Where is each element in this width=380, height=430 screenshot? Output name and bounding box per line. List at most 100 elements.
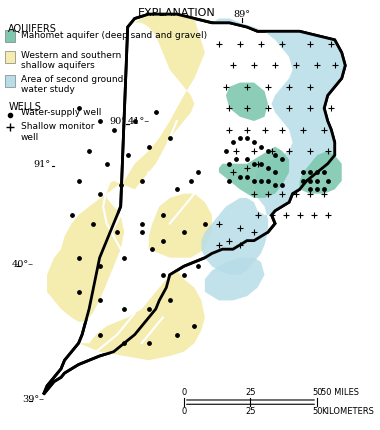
Point: [76, 289, 82, 295]
Text: Western and southern
shallow aquifers: Western and southern shallow aquifers: [21, 51, 121, 71]
Text: Water-supply well: Water-supply well: [21, 108, 101, 117]
Point: [146, 340, 152, 347]
Point: [328, 41, 334, 48]
Point: [272, 169, 278, 176]
Point: [283, 212, 289, 218]
Point: [307, 186, 313, 193]
Point: [230, 62, 236, 69]
Point: [76, 105, 82, 112]
Text: 41°–: 41°–: [128, 117, 150, 126]
Point: [121, 306, 127, 313]
Point: [293, 190, 299, 197]
Point: [97, 190, 103, 197]
Point: [230, 169, 236, 176]
Point: [139, 220, 145, 227]
Point: [265, 178, 271, 184]
Point: [90, 220, 96, 227]
Point: [286, 105, 292, 112]
Point: [244, 156, 250, 163]
Point: [258, 41, 264, 48]
Point: [300, 169, 306, 176]
Text: 50: 50: [312, 407, 322, 416]
Point: [265, 105, 271, 112]
Point: [300, 126, 306, 133]
Point: [153, 109, 159, 116]
Point: [325, 147, 331, 154]
Text: Area of second ground-
water study: Area of second ground- water study: [21, 75, 126, 94]
Text: 0: 0: [181, 388, 187, 397]
Point: [216, 242, 222, 249]
Polygon shape: [47, 14, 205, 322]
Point: [272, 152, 278, 159]
Point: [237, 224, 243, 231]
Point: [188, 178, 194, 184]
Polygon shape: [226, 83, 268, 121]
Point: [121, 340, 127, 347]
Text: Shallow monitor
well: Shallow monitor well: [21, 122, 94, 142]
Point: [307, 190, 313, 197]
Point: [307, 41, 313, 48]
Point: [191, 322, 197, 329]
Point: [265, 190, 271, 197]
Text: 50: 50: [312, 388, 322, 397]
Point: [97, 263, 103, 270]
Point: [226, 105, 233, 112]
Text: 0: 0: [181, 407, 187, 416]
Point: [111, 126, 117, 133]
Text: 91°: 91°: [33, 160, 51, 169]
Point: [216, 41, 222, 48]
Polygon shape: [201, 18, 345, 275]
Point: [216, 220, 222, 227]
Point: [237, 41, 243, 48]
Point: [314, 62, 320, 69]
Point: [328, 105, 334, 112]
Point: [76, 254, 82, 261]
Point: [279, 156, 285, 163]
Point: [195, 169, 201, 176]
Point: [104, 160, 110, 167]
Point: [272, 62, 278, 69]
Point: [251, 229, 257, 236]
Point: [251, 62, 257, 69]
Point: [300, 178, 306, 184]
Point: [272, 181, 278, 188]
Point: [237, 135, 243, 141]
Point: [307, 178, 313, 184]
Point: [251, 190, 257, 197]
Text: 25: 25: [245, 407, 256, 416]
Point: [255, 212, 261, 218]
Point: [160, 237, 166, 244]
Point: [132, 117, 138, 124]
Point: [226, 160, 233, 167]
Point: [325, 212, 331, 218]
Point: [261, 126, 268, 133]
FancyBboxPatch shape: [5, 30, 16, 42]
Text: 25: 25: [245, 388, 256, 397]
Text: Mahomet aquifer (deep sand and gravel): Mahomet aquifer (deep sand and gravel): [21, 31, 207, 40]
Polygon shape: [149, 194, 212, 258]
Point: [269, 147, 275, 154]
Point: [68, 212, 74, 218]
Text: KILOMETERS: KILOMETERS: [321, 407, 374, 416]
Point: [279, 41, 285, 48]
Point: [97, 297, 103, 304]
Point: [244, 126, 250, 133]
Point: [167, 297, 173, 304]
Point: [230, 139, 236, 146]
Polygon shape: [205, 258, 264, 301]
Point: [223, 147, 229, 154]
Point: [97, 331, 103, 338]
Point: [181, 229, 187, 236]
Point: [332, 62, 338, 69]
Text: 50 MILES: 50 MILES: [321, 388, 359, 397]
Polygon shape: [43, 14, 345, 394]
Point: [321, 126, 327, 133]
Point: [314, 186, 320, 193]
Point: [279, 181, 285, 188]
Point: [139, 178, 145, 184]
Text: 89°: 89°: [233, 10, 250, 19]
Point: [121, 254, 127, 261]
Point: [244, 165, 250, 172]
Point: [114, 229, 120, 236]
Point: [314, 169, 320, 176]
